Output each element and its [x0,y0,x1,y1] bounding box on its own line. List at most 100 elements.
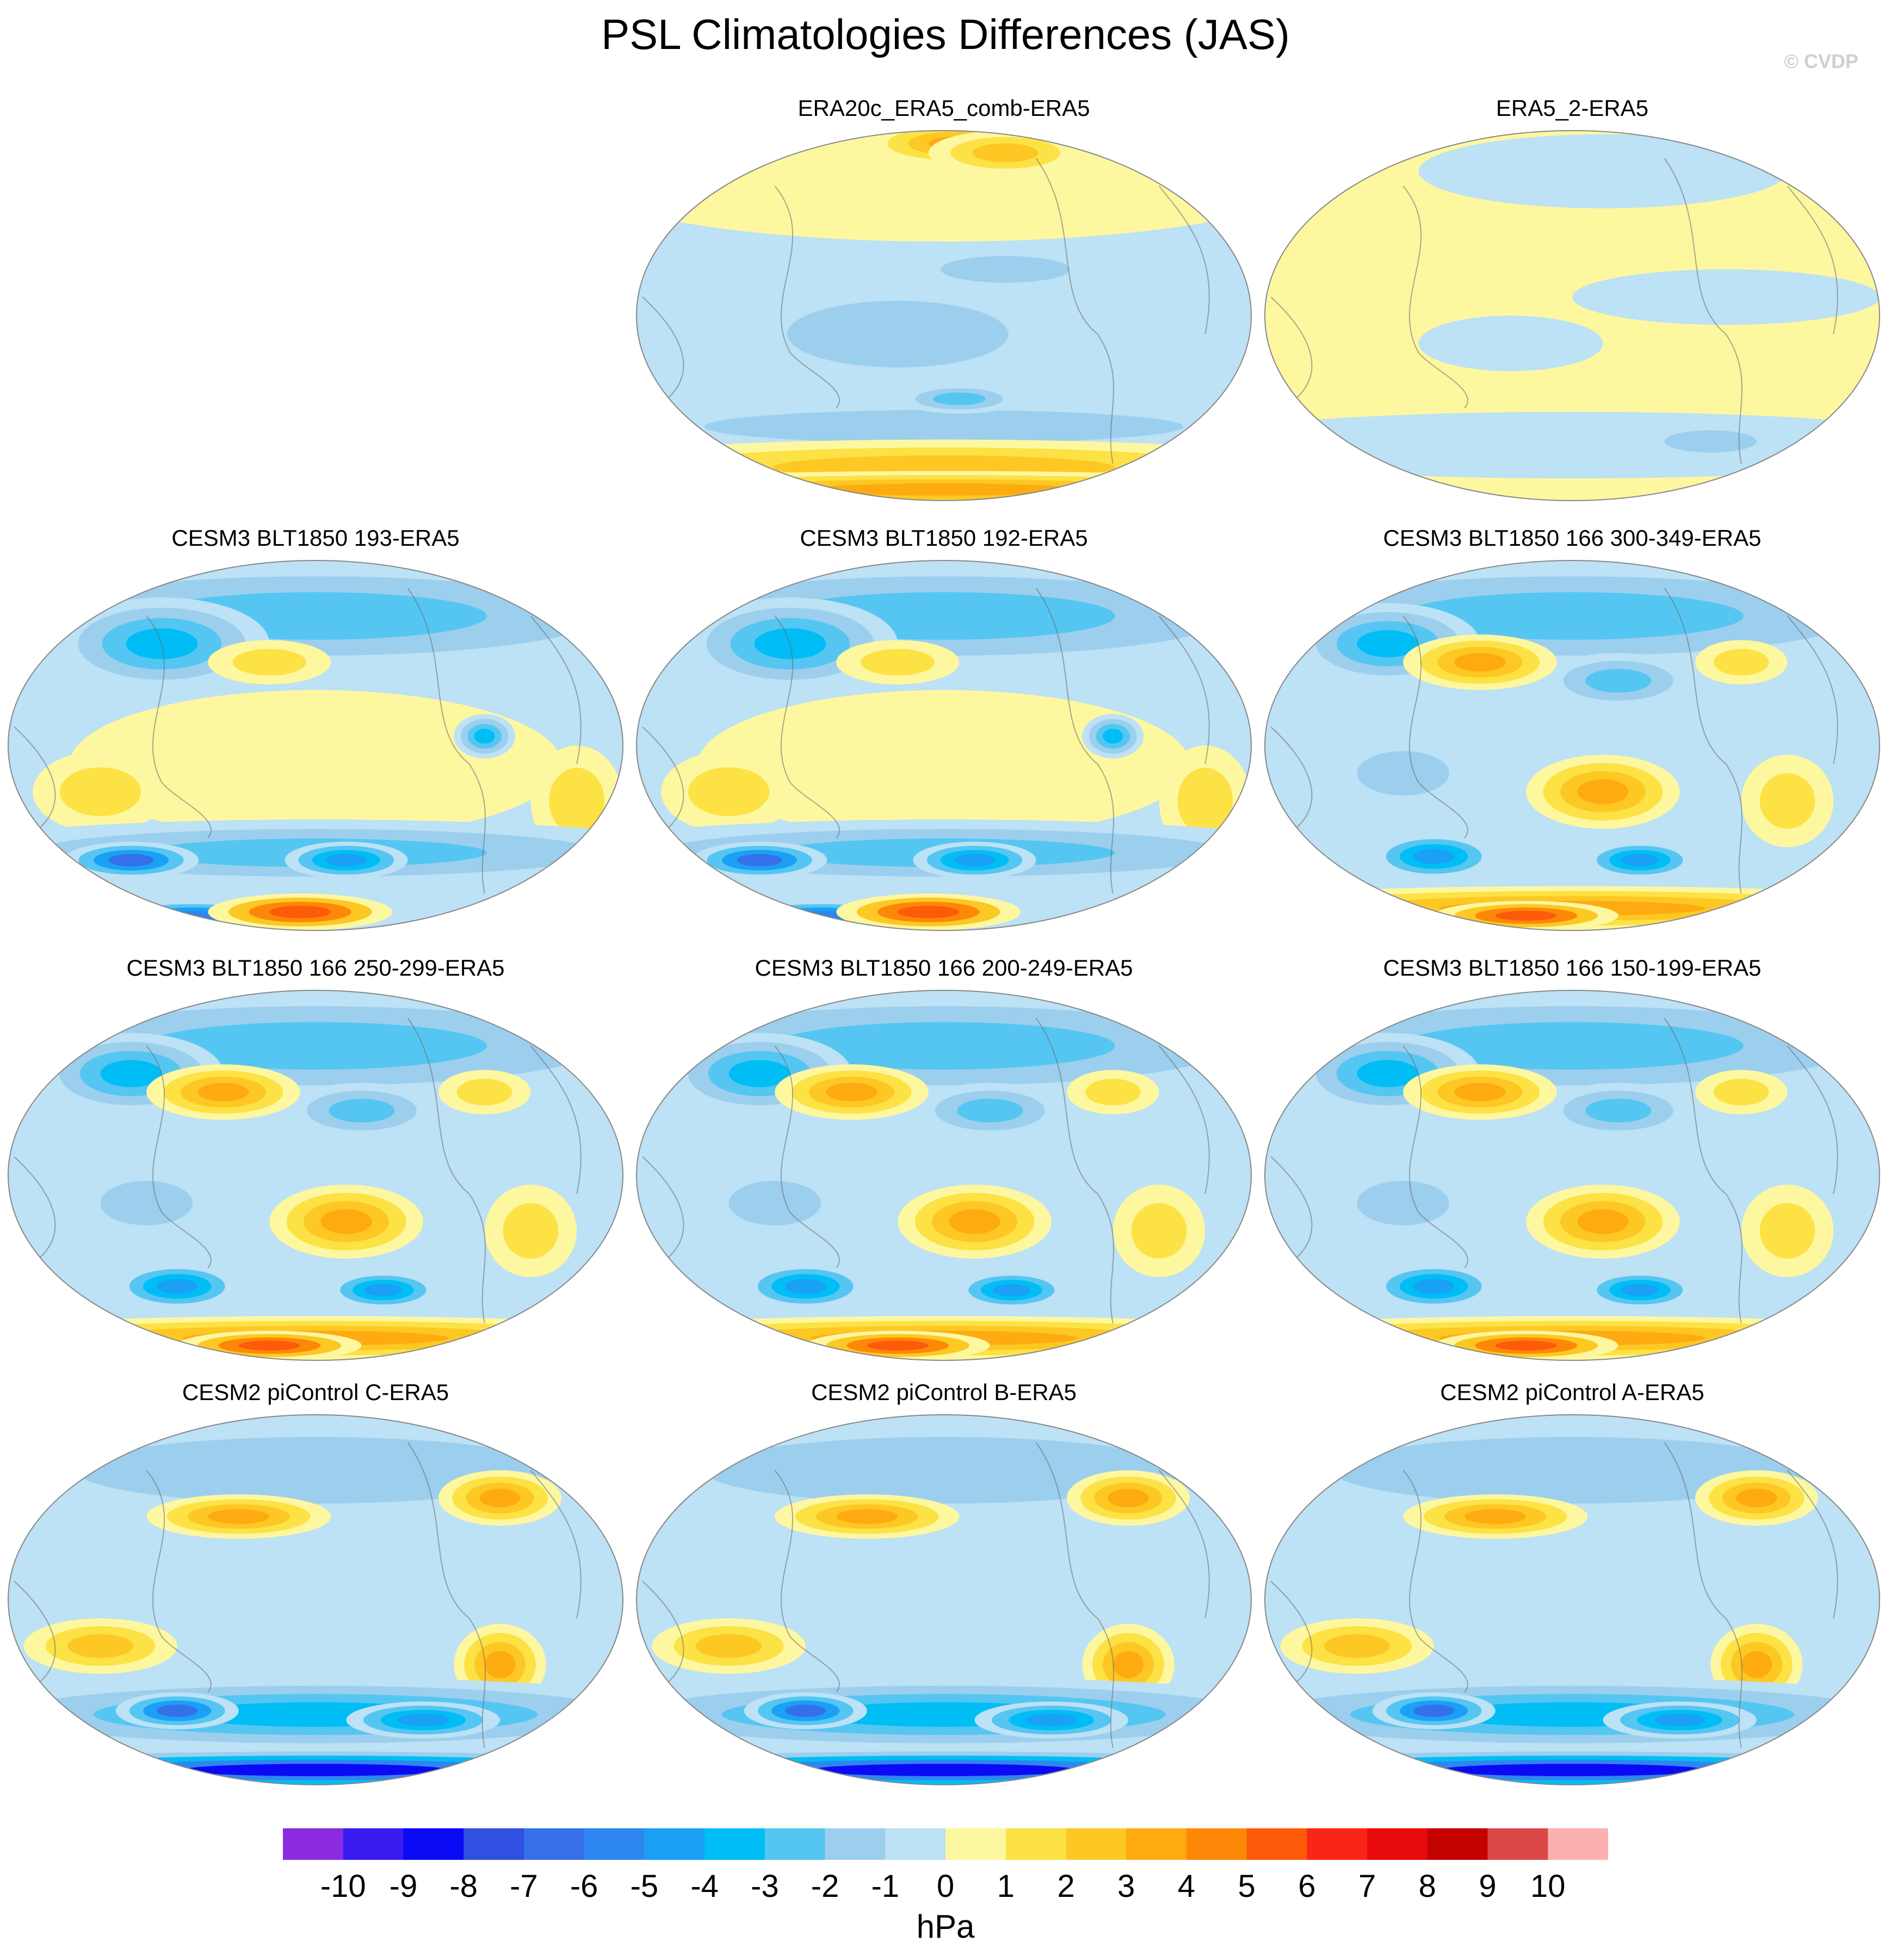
map-field [1264,130,1880,501]
map-panel-p10: CESM2 piControl B-ERA5 [634,1379,1254,1804]
contour-fill [1085,1078,1141,1106]
contour-fill [325,854,367,867]
contour-fill [1113,1651,1144,1678]
map-panel-p7: CESM3 BLT1850 166 200-249-ERA5 [634,955,1254,1379]
map-outline [1264,990,1880,1361]
coastline [642,158,1210,464]
colorbar-swatch [283,1828,344,1860]
contour-fill [1741,1651,1772,1678]
contour-fill [157,1279,198,1294]
contour-fill [1454,1083,1506,1101]
contour-fill [364,1284,402,1297]
map-field [1264,990,1880,1361]
colorbar-swatch [946,1828,1006,1860]
contour-fill [1621,1284,1659,1297]
colorbar-tick-label: -6 [570,1869,598,1904]
colorbar-swatch [764,1828,826,1860]
colorbar-swatch [825,1828,886,1860]
map-outline [1264,1414,1880,1785]
contour-fill [197,1083,249,1101]
map-panel-p8: CESM3 BLT1850 166 150-199-ERA5 [1262,955,1882,1379]
contour-fill [1357,1060,1419,1087]
contour-fill [811,483,1077,496]
colorbar-tick-label: -3 [751,1869,779,1904]
contour-fill [1025,1714,1077,1727]
contour-fill [728,1181,821,1225]
colorbar-swatch [1066,1828,1127,1860]
panel-title: CESM3 BLT1850 192-ERA5 [800,525,1088,551]
figure-title: PSL Climatologies Differences (JAS) [601,10,1290,58]
contour-fill [269,905,331,919]
map-outline [636,990,1252,1361]
contour-fill [157,1704,198,1717]
contour-fill [479,1489,521,1507]
contour-fill [1495,1340,1557,1351]
coastline [14,1442,582,1748]
contour-fill [1102,729,1123,744]
panel-title: CESM3 BLT1850 166 300-349-ERA5 [1383,525,1762,551]
map-panel-p2: ERA5_2-ERA5 [1262,95,1882,520]
contour-fill [867,1340,929,1351]
colorbar-swatch [1367,1828,1428,1860]
contour-fill [773,1022,1115,1070]
contour-fill [972,143,1039,163]
coastline [14,1018,582,1324]
credit-watermark: © CVDP [1784,50,1858,72]
panel-title: CESM3 BLT1850 166 150-199-ERA5 [1383,955,1762,981]
contour-fill [1713,1078,1769,1106]
contour-fill [456,1078,512,1106]
contour-fill [70,690,561,838]
contour-fill [695,1634,762,1658]
contour-fill [1585,669,1652,693]
map-outline [636,130,1252,501]
contour-fill [1418,316,1603,371]
colorbar-tick-label: 6 [1298,1869,1315,1904]
contour-fill [688,767,770,816]
colorbar-swatch [403,1828,464,1860]
contour-fill [1759,773,1815,829]
colorbar-swatch [584,1828,645,1860]
colorbar: -10 -9 -8 -7 -6 -5 -4 -3 -2 -1 0 1 2 3 4 5 6 7 8 9 10 [283,1828,1608,1904]
map-field [8,560,623,931]
panel-title: ERA5_2-ERA5 [1496,95,1649,121]
contour-fill [785,1704,826,1717]
contour-fill [1131,1203,1187,1259]
contour-fill [100,1181,193,1225]
colorbar-swatch [523,1828,585,1860]
contour-fill [1464,1509,1527,1524]
coastline [1270,588,1838,894]
contour-fill [503,1203,559,1259]
contour-fill [704,410,1184,443]
contour-fill [1585,1099,1652,1123]
contour-fill [1495,910,1557,921]
contour-fill [1332,1437,1812,1504]
coastline [642,588,1210,894]
map-outline [8,990,623,1361]
contour-fill [898,905,960,919]
contour-fill [474,729,495,744]
map-panel-p4: CESM3 BLT1850 192-ERA5 [634,525,1254,950]
colorbar-tick-label: 4 [1178,1869,1195,1904]
contour-fill [1413,1279,1455,1294]
colorbar-swatch [885,1828,946,1860]
panel-title: CESM3 BLT1850 193-ERA5 [171,525,460,551]
panel-title: CESM2 piControl A-ERA5 [1440,1379,1704,1405]
map-outline [636,1414,1252,1785]
colorbar-tick-label: 7 [1358,1869,1376,1904]
map-field [636,560,1252,931]
colorbar-swatch [1427,1828,1488,1860]
contour-fill [728,1060,790,1087]
colorbar-tick-label: 0 [937,1869,954,1904]
contour-fill [1439,1764,1705,1777]
contour-fill [1413,1704,1455,1717]
colorbar-swatch [1548,1828,1608,1860]
contour-fill [1759,1203,1815,1259]
colorbar-units: hPa [916,1908,975,1945]
map-field [8,990,623,1361]
contour-fill [954,854,996,867]
contour-fill [100,1060,162,1087]
colorbar-swatch [1246,1828,1307,1860]
map-outline [8,560,623,931]
contour-fill [108,854,154,867]
map-panel-p9: CESM2 piControl C-ERA5 [5,1379,626,1804]
